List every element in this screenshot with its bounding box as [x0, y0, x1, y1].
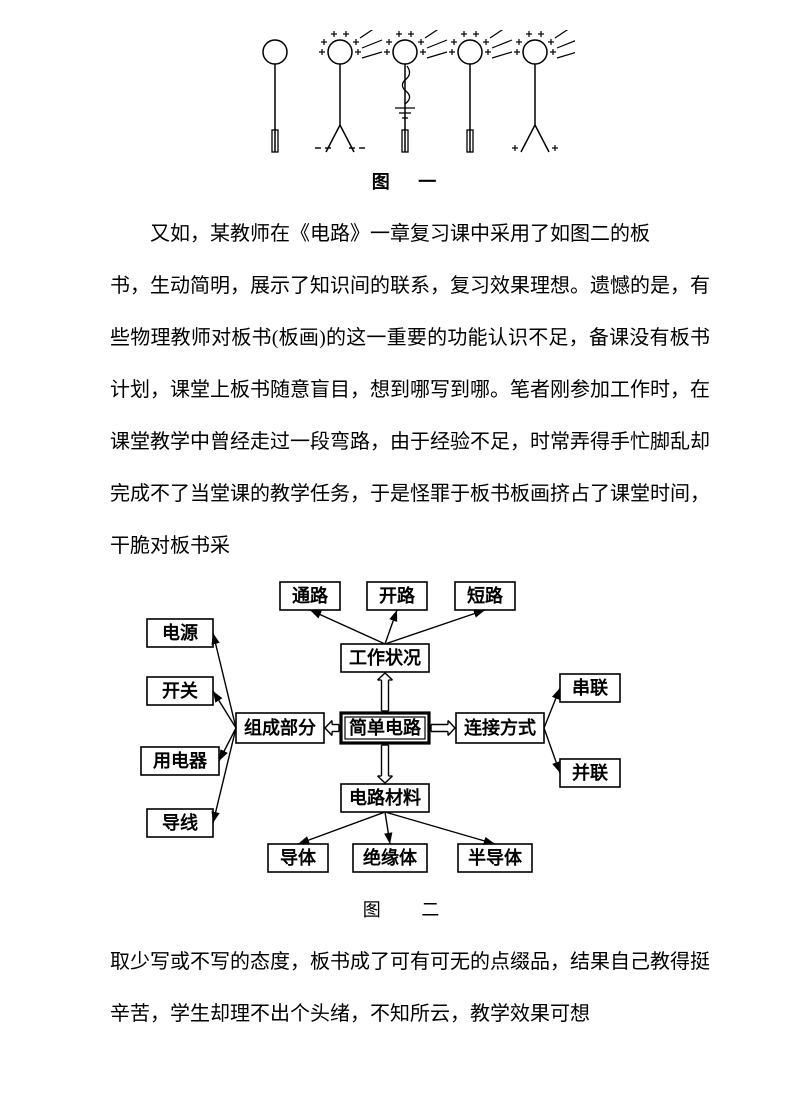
figure-two-caption: 图 二	[110, 896, 710, 922]
svg-text:用电器: 用电器	[153, 750, 208, 771]
svg-text:简单电路: 简单电路	[349, 717, 422, 738]
svg-text:电源: 电源	[162, 622, 198, 643]
svg-text:并联: 并联	[572, 762, 608, 783]
body-paragraph-1: 又如，某教师在《电路》一章复习课中采用了如图二的板 书，生动简明，展示了知识间的…	[110, 208, 710, 572]
figure-one-caption: 图 一	[110, 168, 710, 194]
svg-text:工作状况: 工作状况	[349, 647, 421, 668]
svg-text:组成部分: 组成部分	[244, 717, 316, 738]
svg-text:绝缘体: 绝缘体	[363, 847, 418, 868]
figure-two-svg: 简单电路 组成部分 电源开关用电器导线 工作状况 通路 开路 短路连接方式 串联并联电路材料导…	[140, 578, 680, 888]
svg-text:导线: 导线	[162, 812, 198, 833]
svg-text:通路: 通路	[292, 585, 329, 606]
svg-text:开路: 开路	[379, 585, 416, 606]
body-paragraph-2: 取少写或不写的态度，板书成了可有可无的点缀品，结果自己教得挺辛苦，学生却理不出个…	[110, 936, 710, 1040]
figure-one	[110, 30, 710, 160]
paragraph-1-first-line: 又如，某教师在《电路》一章复习课中采用了如图二的板	[110, 208, 710, 260]
svg-text:半导体: 半导体	[468, 847, 523, 868]
svg-text:电路材料: 电路材料	[349, 787, 421, 808]
svg-text:短路: 短路	[467, 585, 504, 606]
svg-text:连接方式: 连接方式	[464, 717, 536, 738]
paragraph-1-rest: 书，生动简明，展示了知识间的联系，复习效果理想。遗憾的是，有些物理教师对板书(板…	[110, 260, 710, 572]
figure-two: 简单电路 组成部分 电源开关用电器导线 工作状况 通路 开路 短路连接方式 串联并联电路材料导…	[110, 578, 710, 888]
svg-text:开关: 开关	[162, 680, 198, 701]
svg-text:串联: 串联	[572, 678, 608, 698]
figure-one-svg	[245, 30, 575, 160]
svg-text:导体: 导体	[280, 847, 317, 868]
